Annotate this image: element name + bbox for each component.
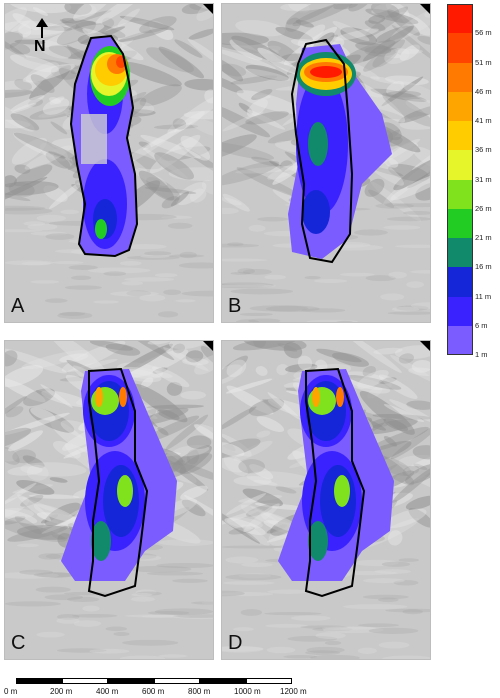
legend-label: 36 m (475, 145, 492, 155)
deposit-map (222, 4, 430, 322)
legend-item: 6 m (447, 296, 495, 330)
legend-swatch (447, 121, 472, 151)
deposit-thickness (61, 369, 177, 581)
scale-segment (62, 678, 108, 684)
legend-swatch (447, 4, 472, 34)
legend-label: 16 m (475, 262, 492, 272)
corner-mark (420, 341, 430, 351)
scale-label: 1200 m (280, 687, 307, 696)
deposit-map (5, 4, 213, 322)
scale-segment (108, 678, 154, 684)
panel-letter: B (228, 295, 242, 317)
legend-item: 41 m (447, 91, 495, 125)
panel-letter: A (11, 295, 25, 317)
scale-segment (246, 678, 292, 684)
legend-label: 1 m (475, 350, 488, 359)
scale-bar (16, 678, 292, 684)
legend-swatch (447, 267, 472, 297)
legend-item: 51 m (447, 33, 495, 67)
legend-swatch (447, 91, 472, 121)
legend-swatch (447, 179, 472, 209)
north-label: N (34, 38, 46, 52)
map-panel-d: D (221, 340, 431, 660)
legend-item: 11 m (447, 267, 495, 301)
release-outline (87, 367, 149, 598)
legend-label: 11 m (475, 291, 492, 301)
legend-label: 21 m (475, 233, 492, 242)
scale-label: 600 m (142, 687, 165, 696)
scale-label: 800 m (188, 687, 211, 696)
legend-item: 21 m (447, 208, 495, 242)
deposit-map (5, 341, 213, 659)
scale-label: 200 m (50, 687, 73, 696)
legend-label: 31 m (475, 174, 492, 184)
legend-swatch (447, 33, 472, 63)
legend-swatch (447, 325, 472, 355)
panel-letter: C (11, 632, 26, 654)
legend-swatch (447, 238, 472, 268)
legend-item: 56 m (447, 4, 495, 37)
release-outline (304, 367, 366, 598)
map-panel-c: C (4, 340, 214, 660)
legend-swatch (447, 208, 472, 238)
legend-label: 56 m (475, 28, 492, 38)
deposit-thickness (288, 44, 392, 259)
release-outline (290, 38, 354, 264)
legend-label: 26 m (475, 203, 492, 213)
north-arrow-icon: N (31, 18, 53, 52)
legend-label: 46 m (475, 86, 492, 96)
corner-mark (203, 341, 213, 351)
panel-letter: D (228, 632, 243, 654)
legend-label: 6 m (475, 320, 488, 330)
map-panel-a: N A (4, 3, 214, 323)
legend-item: 16 m (447, 238, 495, 271)
deposit-thickness (278, 369, 394, 581)
scale-label: 400 m (96, 687, 119, 696)
corner-mark (420, 4, 430, 14)
legend-label: 41 m (475, 116, 492, 125)
scale-label: 0 m (4, 687, 18, 696)
legend-swatch (447, 296, 472, 326)
release-outline (69, 34, 139, 258)
legend-item: 36 m (447, 121, 495, 154)
deposit-thickness (71, 36, 137, 256)
corner-mark (203, 4, 213, 14)
scale-segment (200, 678, 246, 684)
legend-swatch (447, 62, 472, 92)
scale-label: 1000 m (234, 687, 261, 696)
legend-item: 26 m (447, 179, 495, 213)
scale-segment (154, 678, 200, 684)
legend-item: 31 m (447, 150, 495, 184)
legend-swatch (447, 150, 472, 180)
depth-legend: 56 m 51 m 46 m 41 m 36 m 31 m 26 m 21 m 16 m 11 m… (447, 4, 495, 359)
map-panel-b: B (221, 3, 431, 323)
legend-item: 46 m (447, 62, 495, 96)
scale-segment (16, 678, 62, 684)
legend-item: 1 m (447, 325, 495, 359)
legend-label: 51 m (475, 57, 492, 67)
deposit-map (222, 341, 430, 659)
